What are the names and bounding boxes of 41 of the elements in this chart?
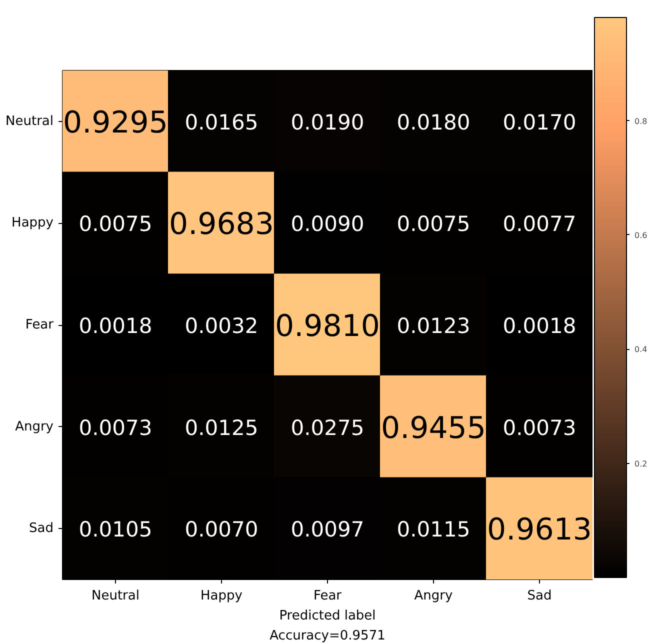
data-label: 0.9683 (169, 207, 274, 242)
data-label: 0.0073 (502, 416, 576, 440)
data-label: 0.0097 (290, 518, 364, 542)
data-label: 0.0275 (290, 416, 364, 440)
data-label: 0.9295 (63, 105, 168, 140)
data-label: 0.0077 (502, 212, 576, 236)
data-label: 0.0170 (502, 110, 576, 134)
x-tick-label: Happy (200, 588, 243, 604)
y-tick-label: Sad (29, 521, 54, 536)
data-label: 0.9810 (275, 309, 380, 344)
y-tick-label: Angry (15, 419, 54, 434)
color-bar-label: 0.6 (634, 230, 648, 240)
data-label: 0.0032 (184, 314, 258, 338)
data-label: 0.0190 (290, 110, 364, 134)
data-label: 0.0018 (502, 314, 576, 338)
data-label: 0.0123 (396, 314, 470, 338)
x-tick-label: Sad (527, 588, 552, 604)
data-label: 0.0105 (78, 518, 152, 542)
color-bar-label: 0.2 (634, 459, 648, 468)
x-tick-label: Fear (313, 588, 342, 604)
y-tick-label: Happy (12, 216, 54, 231)
x-tick-label: Neutral (92, 588, 140, 604)
data-label: 0.0075 (396, 212, 470, 236)
y-tick-label: Fear (25, 318, 54, 332)
x-axis-title: Predicted label (279, 608, 376, 624)
text: Accuracy=0.9571 (270, 628, 386, 643)
data-label: 0.9455 (381, 410, 486, 446)
data-label: 0.9613 (487, 512, 592, 548)
data-label: 0.0165 (184, 110, 258, 134)
color-bar-label: 0.4 (634, 345, 648, 354)
data-label: 0.0180 (396, 110, 470, 134)
data-label: 0.0115 (396, 518, 470, 542)
data-label: 0.0090 (290, 212, 364, 236)
data-label: 0.0018 (78, 314, 152, 338)
data-label: 0.0073 (78, 416, 152, 440)
x-tick-label: Angry (414, 588, 454, 604)
data-label: 0.0125 (184, 416, 258, 440)
y-tick-label: Neutral (6, 114, 54, 129)
data-label: 0.0075 (78, 212, 152, 236)
color-bar-label: 0.8 (634, 116, 648, 126)
data-label: 0.0070 (184, 518, 258, 542)
